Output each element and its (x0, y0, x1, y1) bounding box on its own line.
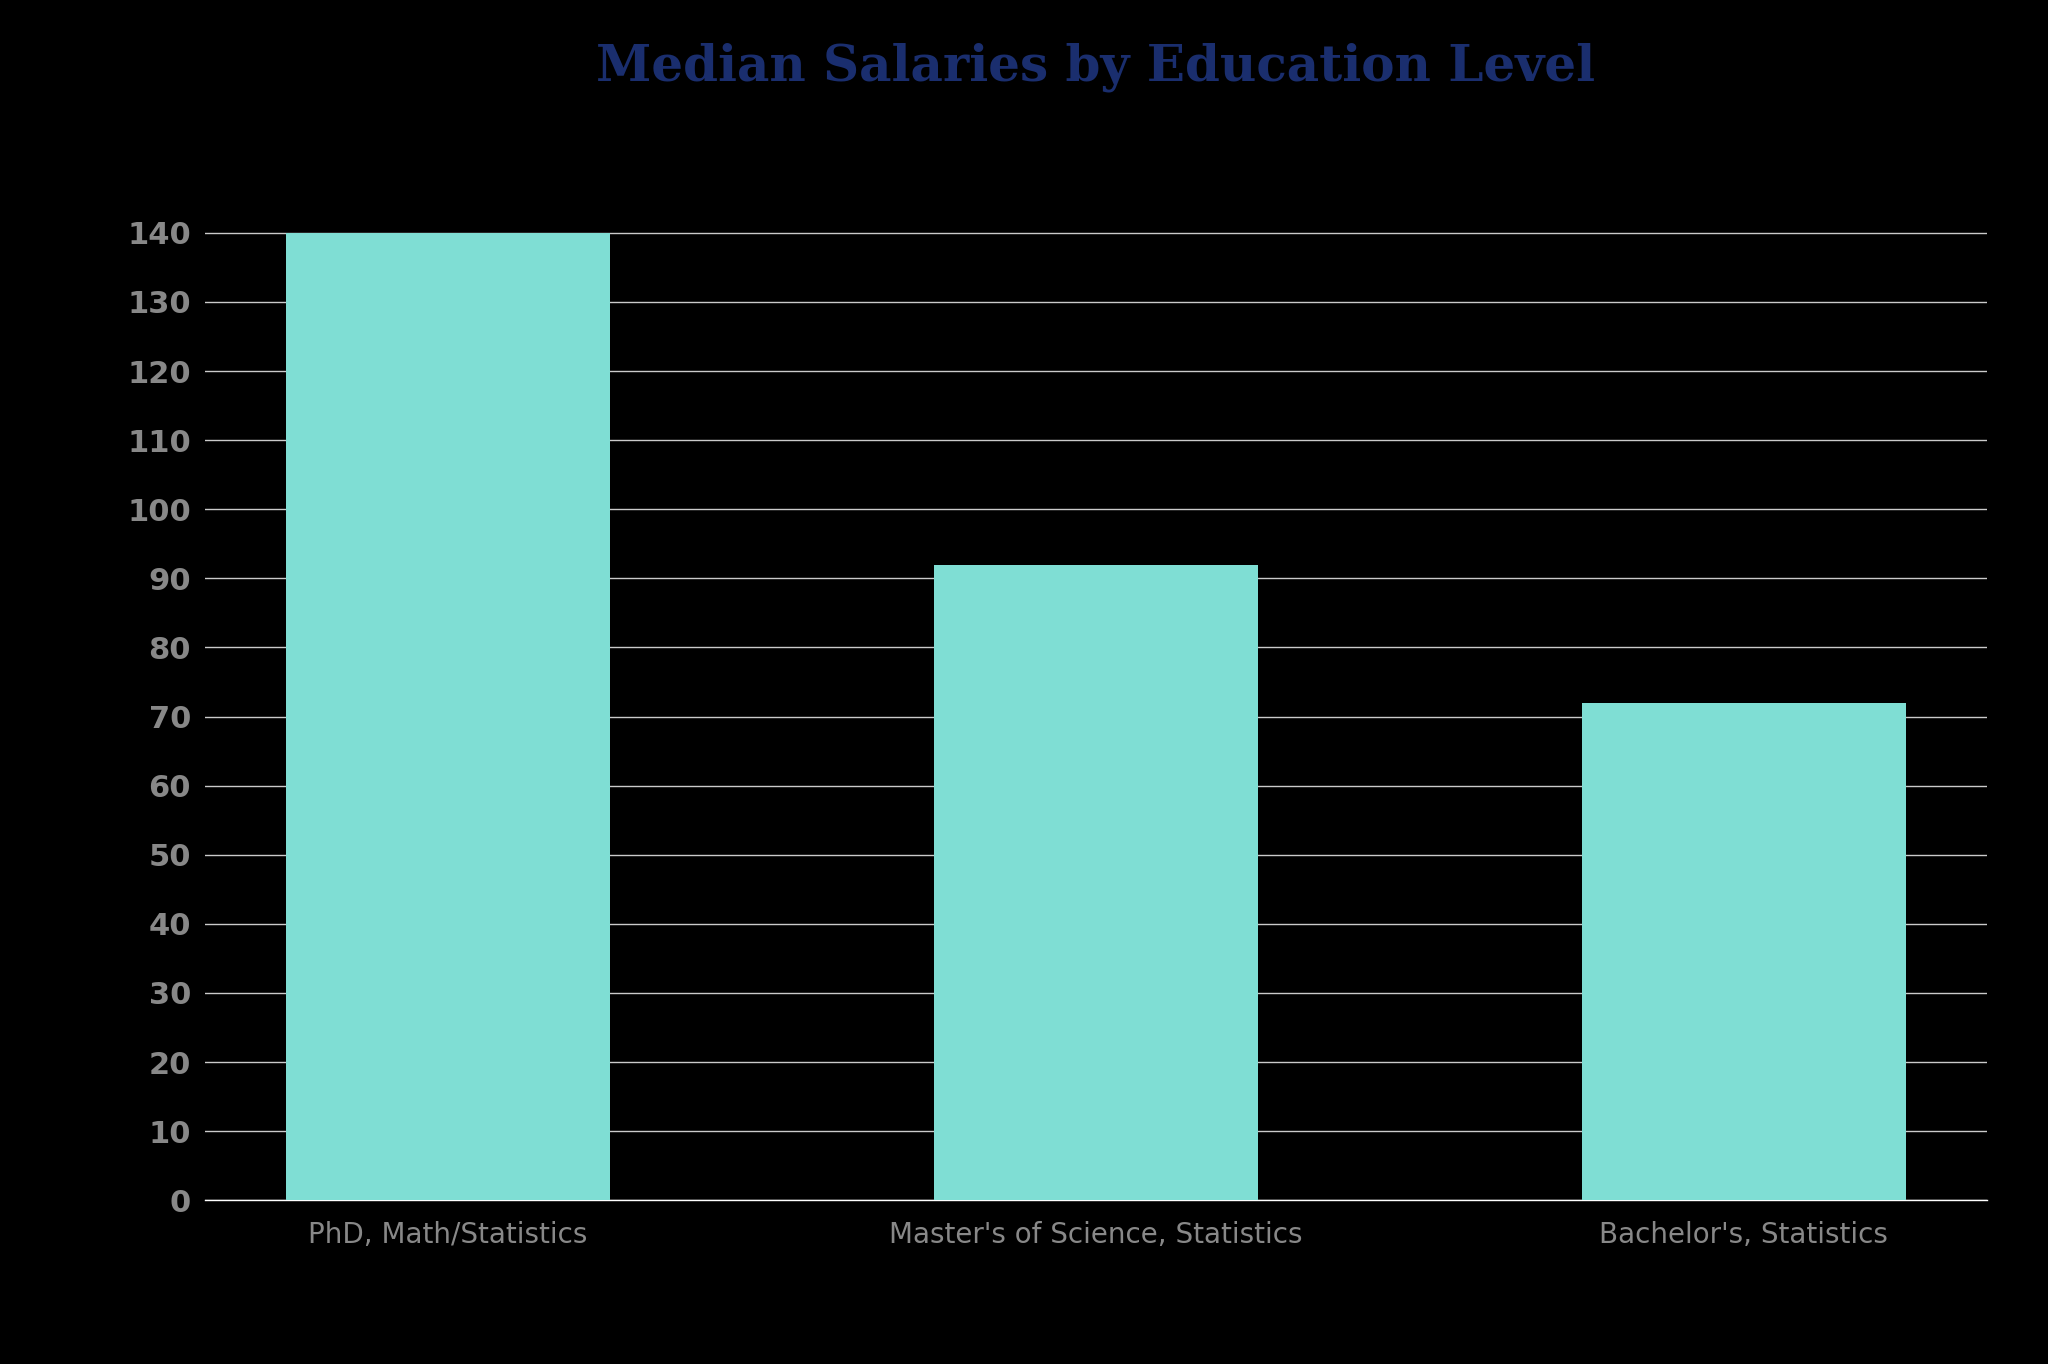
Bar (287, 233, 610, 1200)
Bar (934, 565, 1257, 1200)
Title: Median Salaries by Education Level: Median Salaries by Education Level (596, 42, 1595, 91)
Bar (1581, 702, 1905, 1200)
